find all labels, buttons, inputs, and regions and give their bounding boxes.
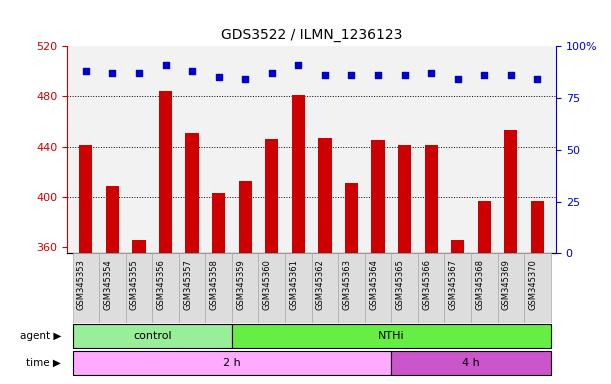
Text: GSM345365: GSM345365 [395,259,404,310]
Bar [73,253,99,323]
Bar [291,95,305,253]
Text: NTHi: NTHi [378,331,404,341]
Point [373,72,383,78]
Bar [338,253,365,323]
Bar [471,253,497,323]
Bar [126,253,152,323]
Point [480,72,489,78]
Point [81,68,90,74]
Bar [478,201,491,253]
Text: time ▶: time ▶ [26,358,61,368]
Point [320,72,330,78]
Bar [238,180,252,253]
Text: GSM345360: GSM345360 [263,259,272,310]
Bar [152,253,179,323]
Text: GSM345362: GSM345362 [316,259,325,310]
Text: 2 h: 2 h [223,358,241,368]
Bar [391,351,551,375]
Bar [365,253,391,323]
Text: GSM345370: GSM345370 [529,259,538,310]
Point [134,70,144,76]
Text: GSM345355: GSM345355 [130,259,139,310]
Text: GSM345363: GSM345363 [342,259,351,310]
Bar [391,253,418,323]
Bar [318,138,332,253]
Bar [212,193,225,253]
Bar [79,146,92,253]
Text: 4 h: 4 h [462,358,480,368]
Text: GSM345367: GSM345367 [448,259,458,310]
Text: GSM345369: GSM345369 [502,259,511,310]
Point [214,74,224,80]
Bar [99,253,126,323]
Bar [159,91,172,253]
Bar [451,240,464,253]
Point [187,68,197,74]
Bar [425,146,438,253]
Text: control: control [133,331,172,341]
Bar [371,140,385,253]
Point [240,76,250,82]
Point [506,72,516,78]
Bar [524,253,551,323]
Bar [232,253,258,323]
Point [453,76,463,82]
Text: agent ▶: agent ▶ [20,331,61,341]
Bar [504,130,518,253]
Text: GSM345354: GSM345354 [103,259,112,310]
Bar [258,253,285,323]
Bar [232,324,551,348]
Point [108,70,117,76]
Text: GSM345368: GSM345368 [475,259,485,310]
Point [267,70,277,76]
Bar [179,253,205,323]
Text: GSM345353: GSM345353 [77,259,86,310]
Bar [73,324,232,348]
Text: GSM345356: GSM345356 [156,259,166,310]
Point [161,62,170,68]
Bar [106,185,119,253]
Point [293,62,303,68]
Bar [398,146,411,253]
Bar [312,253,338,323]
Bar [444,253,471,323]
Bar [185,133,199,253]
Point [533,76,543,82]
Bar [418,253,444,323]
Text: GSM345358: GSM345358 [210,259,219,310]
Bar [73,351,391,375]
Point [400,72,409,78]
Text: GDS3522 / ILMN_1236123: GDS3522 / ILMN_1236123 [221,28,402,42]
Bar [205,253,232,323]
Bar [133,240,145,253]
Bar [345,183,358,253]
Text: GSM345366: GSM345366 [422,259,431,310]
Point [346,72,356,78]
Text: GSM345357: GSM345357 [183,259,192,310]
Bar [497,253,524,323]
Text: GSM345361: GSM345361 [290,259,298,310]
Point [426,70,436,76]
Bar [285,253,312,323]
Bar [531,201,544,253]
Text: GSM345364: GSM345364 [369,259,378,310]
Bar [265,139,279,253]
Text: GSM345359: GSM345359 [236,259,245,310]
